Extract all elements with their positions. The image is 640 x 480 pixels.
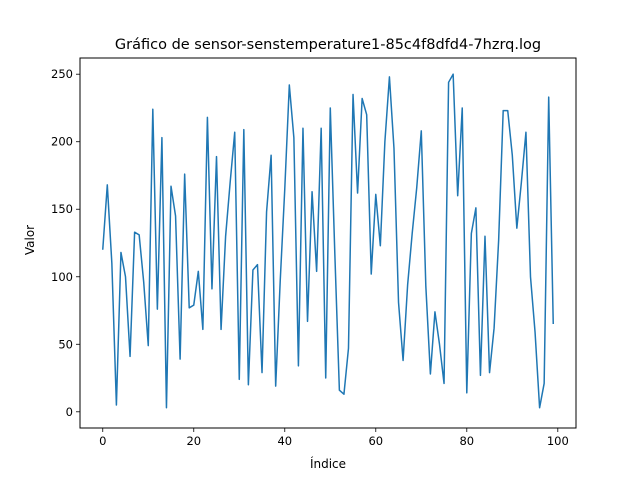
x-tick-label: 100 (547, 434, 569, 448)
chart-title: Gráfico de sensor-senstemperature1-85c4f… (115, 37, 541, 53)
y-tick-label: 250 (51, 67, 73, 81)
x-axis-label: Índice (310, 456, 346, 471)
y-axis-label: Valor (23, 225, 37, 255)
x-tick-label: 20 (186, 434, 201, 448)
y-axis-ticks: 0 50 100 150 200 250 (51, 67, 80, 419)
x-axis-ticks: 0 20 40 60 80 100 (99, 428, 569, 448)
x-tick-label: 60 (368, 434, 383, 448)
x-tick-label: 40 (277, 434, 292, 448)
y-tick-label: 0 (66, 405, 73, 419)
x-tick-label: 80 (459, 434, 474, 448)
x-tick-label: 0 (99, 434, 106, 448)
plot-frame (79, 57, 577, 429)
y-tick-label: 200 (51, 135, 73, 149)
plot-area (102, 73, 554, 409)
series-line-0 (102, 73, 554, 409)
y-tick-label: 50 (58, 337, 73, 351)
y-tick-label: 100 (51, 270, 73, 284)
y-tick-label: 150 (51, 202, 73, 216)
